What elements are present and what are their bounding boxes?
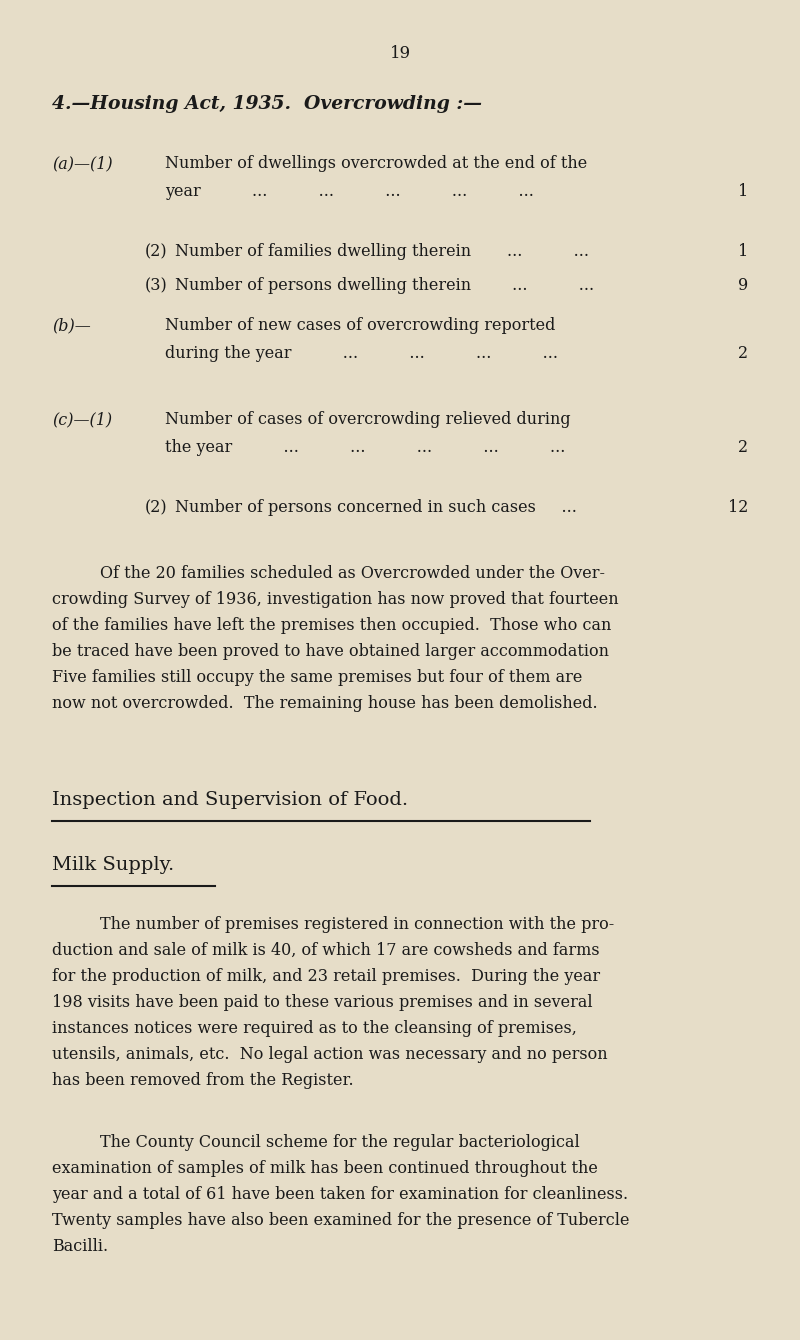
Text: 9: 9 [738, 277, 748, 293]
Text: instances notices were required as to the cleansing of premises,: instances notices were required as to th… [52, 1020, 577, 1037]
Text: utensils, animals, etc.  No legal action was necessary and no person: utensils, animals, etc. No legal action … [52, 1047, 608, 1063]
Text: Inspection and Supervision of Food.: Inspection and Supervision of Food. [52, 791, 408, 809]
Text: year and a total of 61 have been taken for examination for cleanliness.: year and a total of 61 have been taken f… [52, 1186, 628, 1203]
Text: for the production of milk, and 23 retail premises.  During the year: for the production of milk, and 23 retai… [52, 967, 600, 985]
Text: year          ...          ...          ...          ...          ...: year ... ... ... ... ... [165, 184, 534, 200]
Text: duction and sale of milk is 40, of which 17 are cowsheds and farms: duction and sale of milk is 40, of which… [52, 942, 600, 959]
Text: Number of persons dwelling therein        ...          ...: Number of persons dwelling therein ... .… [175, 277, 594, 293]
Text: Bacilli.: Bacilli. [52, 1238, 108, 1256]
Text: during the year          ...          ...          ...          ...: during the year ... ... ... ... [165, 344, 558, 362]
Text: (a)—(1): (a)—(1) [52, 155, 113, 172]
Text: Number of cases of overcrowding relieved during: Number of cases of overcrowding relieved… [165, 411, 570, 427]
Text: the year          ...          ...          ...          ...          ...: the year ... ... ... ... ... [165, 440, 566, 456]
Text: examination of samples of milk has been continued throughout the: examination of samples of milk has been … [52, 1160, 598, 1177]
Text: The number of premises registered in connection with the pro-: The number of premises registered in con… [100, 917, 614, 933]
Text: Of the 20 families scheduled as Overcrowded under the Over-: Of the 20 families scheduled as Overcrow… [100, 565, 605, 582]
Text: Five families still occupy the same premises but four of them are: Five families still occupy the same prem… [52, 669, 582, 686]
Text: (2): (2) [145, 498, 168, 516]
Text: crowding Survey of 1936, investigation has now proved that fourteen: crowding Survey of 1936, investigation h… [52, 591, 618, 608]
Text: (b)—: (b)— [52, 318, 90, 334]
Text: 198 visits have been paid to these various premises and in several: 198 visits have been paid to these vario… [52, 994, 593, 1010]
Text: Number of persons concerned in such cases     ...: Number of persons concerned in such case… [175, 498, 577, 516]
Text: of the families have left the premises then occupied.  Those who can: of the families have left the premises t… [52, 616, 611, 634]
Text: The County Council scheme for the regular bacteriological: The County Council scheme for the regula… [100, 1134, 580, 1151]
Text: 19: 19 [390, 46, 410, 62]
Text: 12: 12 [728, 498, 748, 516]
Text: 4.—Housing Act, 1935.  Overcrowding :—: 4.—Housing Act, 1935. Overcrowding :— [52, 95, 482, 113]
Text: Number of dwellings overcrowded at the end of the: Number of dwellings overcrowded at the e… [165, 155, 587, 172]
Text: Number of families dwelling therein       ...          ...: Number of families dwelling therein ... … [175, 243, 589, 260]
Text: 1: 1 [738, 243, 748, 260]
Text: now not overcrowded.  The remaining house has been demolished.: now not overcrowded. The remaining house… [52, 695, 598, 712]
Text: (3): (3) [145, 277, 168, 293]
Text: Milk Supply.: Milk Supply. [52, 856, 174, 874]
Text: (c)—(1): (c)—(1) [52, 411, 112, 427]
Text: (2): (2) [145, 243, 168, 260]
Text: Twenty samples have also been examined for the presence of Tubercle: Twenty samples have also been examined f… [52, 1211, 630, 1229]
Text: 1: 1 [738, 184, 748, 200]
Text: Number of new cases of overcrowding reported: Number of new cases of overcrowding repo… [165, 318, 555, 334]
Text: 2: 2 [738, 344, 748, 362]
Text: has been removed from the Register.: has been removed from the Register. [52, 1072, 354, 1089]
Text: be traced have been proved to have obtained larger accommodation: be traced have been proved to have obtai… [52, 643, 609, 661]
Text: 2: 2 [738, 440, 748, 456]
